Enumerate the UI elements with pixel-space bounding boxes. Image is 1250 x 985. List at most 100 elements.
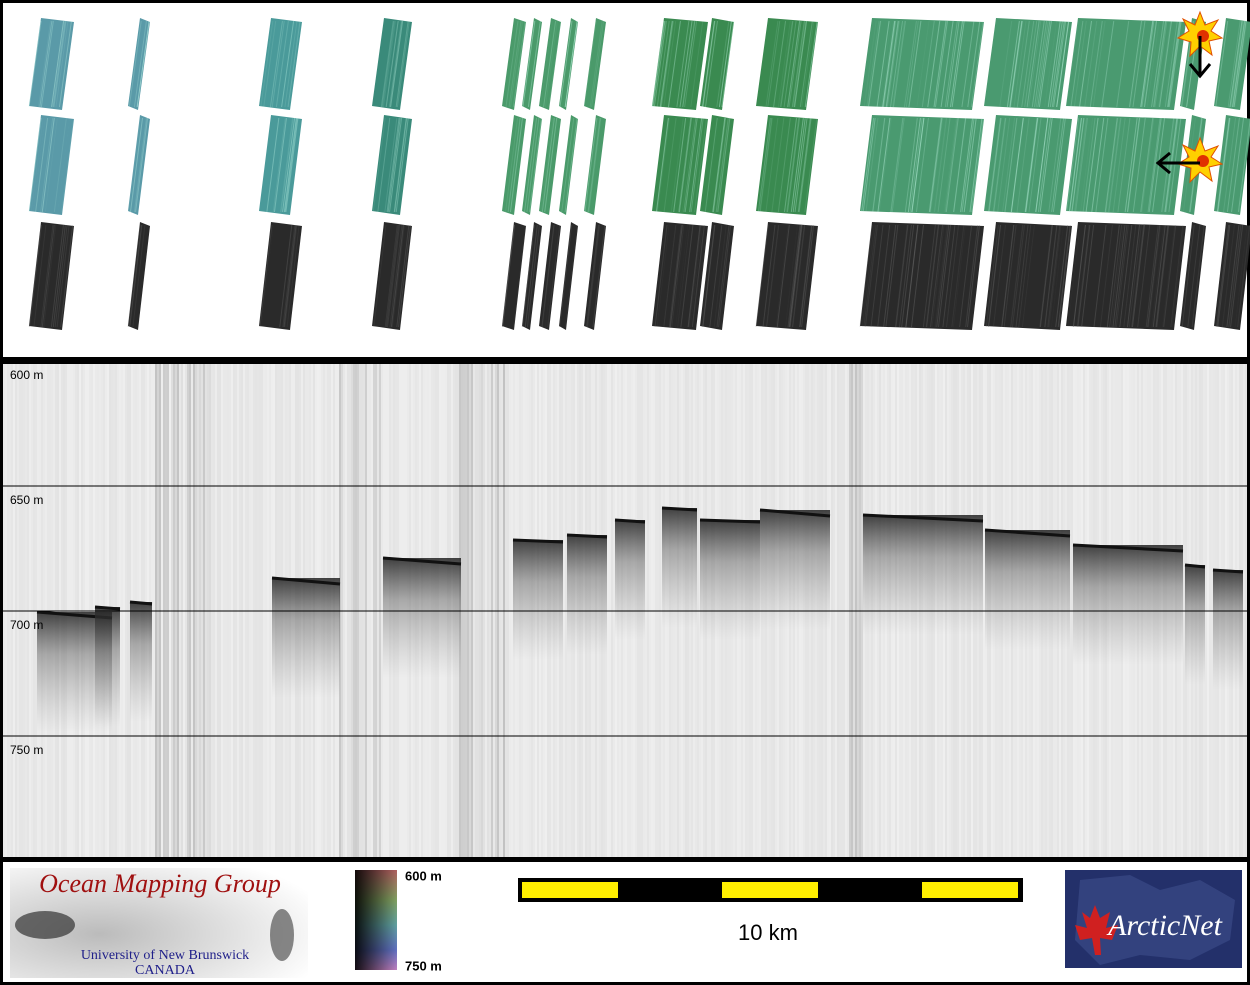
mosaic-texture	[669, 224, 683, 328]
mosaic-texture	[1047, 224, 1061, 328]
mosaic-texture	[390, 20, 404, 108]
mosaic-texture	[266, 117, 280, 213]
seafloor-edge	[1212, 568, 1244, 574]
seafloor-edge	[94, 605, 121, 611]
mosaic-texture	[1039, 117, 1053, 213]
mosaic-texture	[785, 224, 798, 328]
mosaic-texture	[541, 224, 555, 328]
mosaic-texture	[1066, 117, 1080, 213]
mosaic-texture	[791, 224, 805, 328]
mosaic-texture	[56, 224, 70, 328]
mosaic-texture	[1237, 224, 1250, 328]
mosaic-texture	[890, 117, 904, 213]
mosaic-texture	[663, 20, 677, 108]
mosaic-texture	[1051, 117, 1065, 213]
mosaic-texture	[52, 224, 66, 328]
mosaic-texture	[911, 117, 925, 213]
mosaic-strip	[128, 115, 150, 215]
mosaic-strip	[1066, 115, 1186, 215]
mosaic-texture	[929, 117, 943, 213]
mosaic-texture	[583, 20, 597, 108]
mosaic-texture	[777, 117, 791, 213]
mosaic-texture	[677, 224, 691, 328]
mosaic-strip	[1214, 18, 1250, 110]
mosaic-strip	[522, 115, 542, 215]
mosaic-texture	[28, 224, 42, 328]
mosaic-texture	[993, 117, 1007, 213]
mosaic-texture	[787, 20, 801, 108]
mosaic-texture	[1044, 224, 1058, 328]
mosaic-texture	[683, 117, 697, 213]
mosaic-texture	[28, 20, 42, 108]
mosaic-texture	[997, 117, 1011, 213]
mosaic-texture	[1147, 224, 1161, 328]
mosaic-texture	[892, 20, 906, 108]
mosaic-strip	[984, 222, 1072, 330]
mosaic-texture	[926, 224, 940, 328]
mosaic-texture	[951, 20, 965, 108]
mosaic-texture	[877, 224, 891, 328]
mosaic-texture	[507, 117, 521, 213]
star-center	[1197, 155, 1209, 167]
mosaic-strip	[700, 222, 734, 330]
mosaic-texture	[933, 20, 947, 108]
mosaic-texture	[1050, 224, 1064, 328]
mosaic-texture	[129, 224, 143, 328]
mosaic-texture	[1013, 20, 1027, 108]
mosaic-texture	[501, 224, 515, 328]
mosaic-texture	[51, 20, 65, 108]
mosaic-texture	[1162, 117, 1176, 213]
mosaic-texture	[659, 20, 673, 108]
mosaic-texture	[1132, 20, 1146, 108]
mosaic-texture	[1049, 20, 1063, 108]
mosaic-texture	[907, 117, 921, 213]
mosaic-texture	[544, 20, 558, 108]
mosaic-texture	[689, 117, 703, 213]
sonar-return	[1073, 545, 1183, 665]
mosaic-texture	[1009, 20, 1023, 108]
mosaic-texture	[512, 20, 526, 108]
mosaic-texture	[283, 224, 297, 328]
mosaic-texture	[942, 224, 956, 328]
mosaic-texture	[588, 117, 602, 213]
mosaic-strip	[372, 18, 412, 110]
mosaic-texture	[969, 117, 983, 213]
mosaic-texture	[985, 224, 999, 328]
mosaic-texture	[1091, 117, 1105, 213]
mosaic-texture	[1123, 224, 1137, 328]
mosaic-texture	[285, 117, 299, 213]
mosaic-texture	[1104, 117, 1118, 213]
mosaic-texture	[1191, 224, 1205, 328]
mosaic-texture	[1048, 224, 1062, 328]
mosaic-texture	[1116, 20, 1130, 108]
scale-segment	[922, 882, 1018, 898]
mosaic-strip	[128, 222, 150, 330]
maple-leaf	[1075, 905, 1118, 955]
mosaic-texture	[951, 224, 965, 328]
sonar-return	[985, 530, 1070, 650]
mosaic-texture	[1099, 224, 1113, 328]
mosaic-texture	[883, 20, 897, 108]
mosaic-texture	[765, 20, 779, 108]
mosaic-strip	[652, 115, 708, 215]
mosaic-texture	[135, 117, 149, 213]
mosaic-texture	[1024, 20, 1038, 108]
mosaic-texture	[396, 224, 410, 328]
mosaic-texture	[1230, 224, 1244, 328]
mosaic-texture	[279, 117, 293, 213]
mosaic-texture	[910, 224, 924, 328]
mosaic-texture	[1034, 20, 1048, 108]
depth-label: 650 m	[10, 493, 43, 507]
mosaic-texture	[54, 224, 68, 328]
mosaic-strip	[984, 18, 1072, 110]
mosaic-texture	[1112, 224, 1126, 328]
depth-label: 750 m	[10, 743, 43, 757]
mosaic-texture	[513, 224, 527, 328]
seafloor-edge	[566, 533, 608, 539]
mosaic-texture	[933, 20, 947, 108]
mosaic-strip	[584, 18, 606, 110]
mosaic-strip	[1066, 222, 1186, 330]
colorbar-shade	[355, 870, 397, 970]
mosaic-texture	[713, 224, 727, 328]
mosaic-texture	[940, 20, 954, 108]
